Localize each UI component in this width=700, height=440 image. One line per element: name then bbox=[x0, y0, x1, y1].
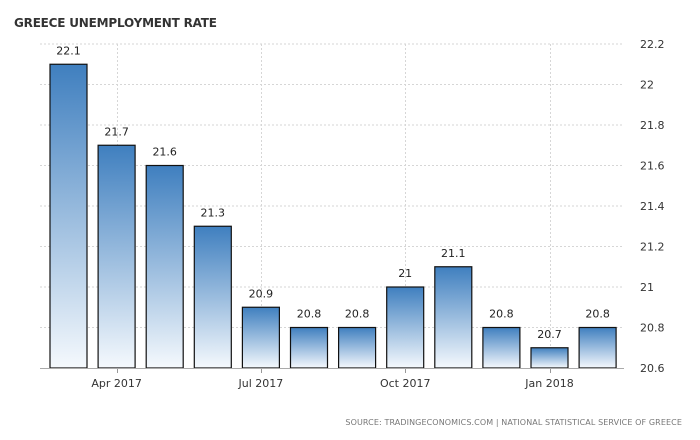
bar bbox=[49, 63, 88, 369]
bar bbox=[482, 326, 521, 369]
x-tick-label: Jan 2018 bbox=[524, 377, 573, 390]
bar-data-label: 20.8 bbox=[345, 308, 370, 321]
bar bbox=[241, 306, 280, 369]
bar-data-label: 22.1 bbox=[56, 44, 81, 57]
bar-data-label: 20.8 bbox=[489, 308, 514, 321]
bar-data-label: 21.6 bbox=[152, 146, 177, 159]
bar-data-label: 21.1 bbox=[441, 247, 466, 260]
y-tick-label: 21.4 bbox=[640, 200, 665, 213]
y-tick-label: 20.8 bbox=[640, 322, 665, 335]
y-tick-label: 20.6 bbox=[640, 362, 665, 375]
chart-title: GREECE UNEMPLOYMENT RATE bbox=[14, 16, 217, 30]
x-tick-label: Jul 2017 bbox=[238, 377, 284, 390]
bar-data-label: 21.7 bbox=[104, 125, 129, 138]
bar-data-label: 21 bbox=[398, 267, 412, 280]
y-tick-label: 21.6 bbox=[640, 160, 665, 173]
bar bbox=[386, 286, 425, 369]
grid-layer bbox=[40, 43, 624, 368]
x-tick-label: Apr 2017 bbox=[91, 377, 142, 390]
y-tick-label: 22 bbox=[640, 79, 654, 92]
y-tick-label: 21.2 bbox=[640, 241, 665, 254]
x-tick-label: Oct 2017 bbox=[380, 377, 431, 390]
bar-data-label: 20.9 bbox=[249, 287, 274, 300]
bar bbox=[578, 326, 617, 369]
bar-data-label: 21.3 bbox=[201, 206, 226, 219]
axis-layer: 20.6 20.8 21 21.2 21.4 21.6 21.8 22 22.2 Apr 2017… bbox=[40, 38, 665, 390]
data-label-layer: 22.1 21.7 21.6 21.3 20.9 20.8 20.8 21 21.1 20.8 20… bbox=[56, 44, 610, 341]
y-tick-label: 21.8 bbox=[640, 119, 665, 132]
chart-source: SOURCE: TRADINGECONOMICS.COM | NATIONAL … bbox=[345, 418, 682, 427]
y-tick-label: 22.2 bbox=[640, 38, 665, 51]
bar bbox=[530, 347, 569, 369]
bar bbox=[289, 326, 329, 369]
bar-data-label: 20.7 bbox=[537, 328, 562, 341]
bar-data-label: 20.8 bbox=[585, 308, 610, 321]
bar bbox=[145, 164, 184, 369]
bar bbox=[193, 225, 232, 369]
y-tick-label: 21 bbox=[640, 281, 654, 294]
bar-layer bbox=[49, 63, 617, 369]
bar-data-label: 20.8 bbox=[297, 308, 322, 321]
bar bbox=[434, 266, 473, 369]
bar bbox=[338, 326, 377, 369]
bar bbox=[97, 144, 136, 369]
